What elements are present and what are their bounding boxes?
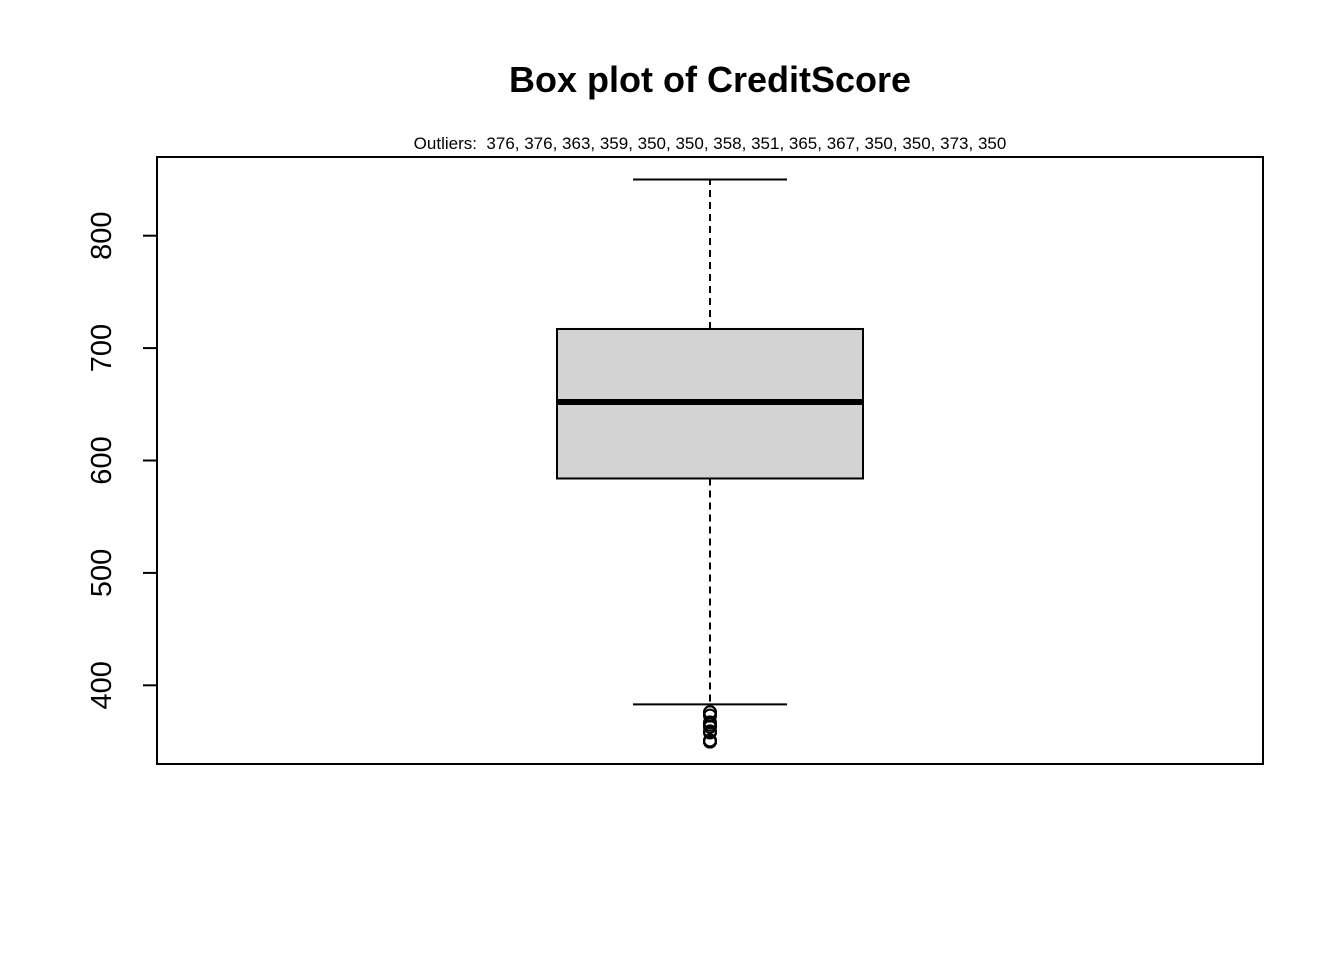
outlier-point (703, 734, 717, 749)
y-tick-label: 600 (86, 436, 118, 484)
y-tick-label: 400 (86, 661, 118, 709)
plot-frame (156, 156, 1264, 765)
plot-area: 400 500 600 700 800 (86, 178, 864, 749)
outlier-point (703, 715, 717, 730)
y-tick-label: 700 (86, 324, 118, 372)
y-tick-label: 500 (86, 549, 118, 597)
chart-title: Box plot of CreditScore (509, 59, 911, 100)
y-tick-label: 800 (86, 211, 118, 259)
outliers-subtitle: Outliers: 376, 376, 363, 359, 350, 350, … (414, 134, 1007, 153)
outlier-point (703, 708, 717, 723)
outlier-point (703, 725, 717, 740)
